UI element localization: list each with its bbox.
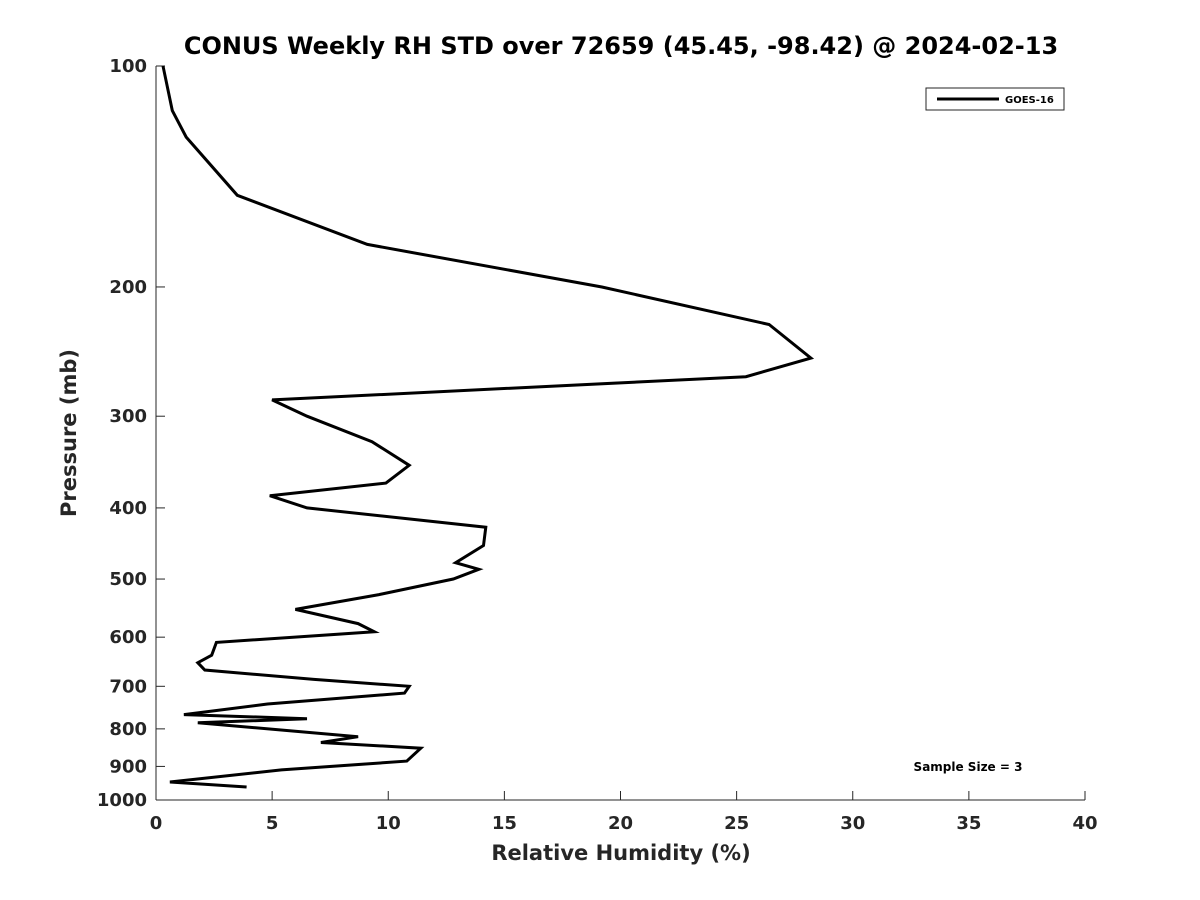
- x-tick-label: 30: [840, 813, 865, 834]
- x-tick-label: 10: [376, 813, 401, 834]
- chart-title: CONUS Weekly RH STD over 72659 (45.45, -…: [184, 32, 1058, 60]
- legend: GOES-16: [925, 87, 1065, 111]
- x-ticks: 0 5 10 15 20 25 30 35 40: [150, 791, 1098, 834]
- y-ticks: 100 200 300 400 500 600 700 800 900 1000: [97, 56, 165, 811]
- x-tick-label: 20: [608, 813, 633, 834]
- y-tick-label: 300: [109, 406, 147, 427]
- x-tick-label: 35: [956, 813, 981, 834]
- series-group: [161, 65, 815, 789]
- y-axis-label: Pressure (mb): [57, 349, 81, 517]
- series-line-goes-16: [161, 65, 815, 789]
- x-tick-label: 0: [150, 813, 163, 834]
- x-tick-label: 40: [1072, 813, 1097, 834]
- x-tick-label: 5: [266, 813, 279, 834]
- x-axis-label: Relative Humidity (%): [491, 841, 750, 865]
- y-tick-label: 1000: [97, 790, 147, 811]
- y-tick-label: 500: [109, 569, 147, 590]
- y-tick-label: 900: [109, 756, 147, 777]
- y-tick-label: 100: [109, 56, 147, 77]
- y-tick-label: 800: [109, 719, 147, 740]
- x-tick-label: 15: [492, 813, 517, 834]
- sample-size-annotation: Sample Size = 3: [914, 760, 1023, 774]
- legend-label: GOES-16: [1005, 95, 1054, 106]
- y-tick-label: 400: [109, 498, 147, 519]
- y-tick-label: 600: [109, 627, 147, 648]
- axes: [155, 66, 1085, 801]
- x-tick-label: 25: [724, 813, 749, 834]
- y-tick-label: 700: [109, 676, 147, 697]
- y-tick-label: 200: [109, 277, 147, 298]
